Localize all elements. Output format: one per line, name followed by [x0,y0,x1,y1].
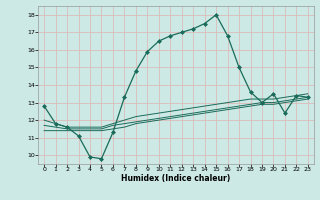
X-axis label: Humidex (Indice chaleur): Humidex (Indice chaleur) [121,174,231,183]
